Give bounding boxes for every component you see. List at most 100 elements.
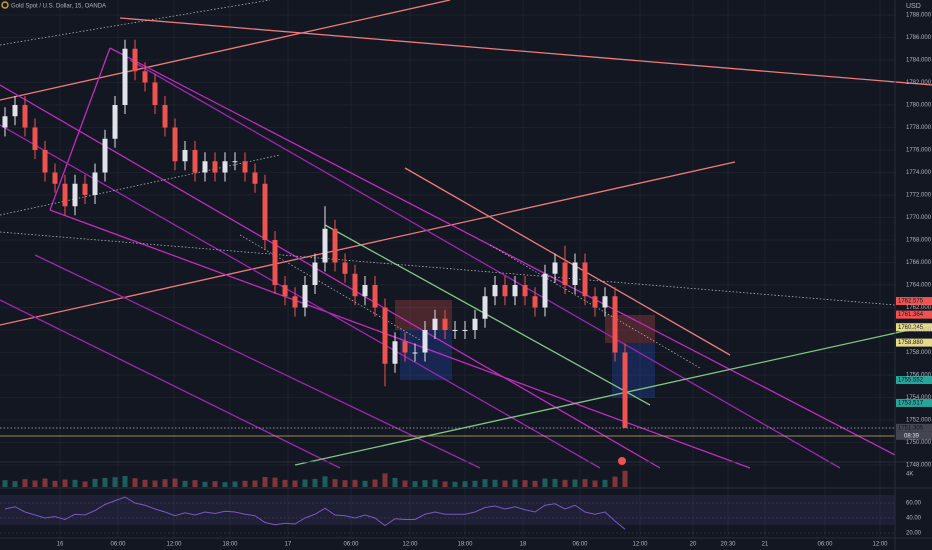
overlay: 1762.575 1761.364 1760.245 1758.880 1755.552… <box>896 297 932 440</box>
candle-body <box>582 262 588 297</box>
candle-body <box>552 262 558 274</box>
pitchfork <box>0 84 661 469</box>
symbol-icon <box>1 1 9 9</box>
candle-body <box>302 285 308 308</box>
rsi-tick-label: 20.00 <box>906 531 922 537</box>
y-tick-label: 1786.000 <box>906 35 932 41</box>
volume-bar <box>392 477 398 487</box>
volume-bar <box>2 480 8 487</box>
candle-body <box>562 262 568 285</box>
volume-bar <box>472 480 478 487</box>
x-tick-label: 18 <box>520 542 527 548</box>
trendline <box>404 167 731 356</box>
volume-bar <box>302 479 308 487</box>
y-tick-label: 1758.000 <box>906 350 932 356</box>
rsi-tick-label: 60.00 <box>906 501 922 507</box>
volume-bar <box>502 480 508 487</box>
candle-body <box>202 161 208 173</box>
candle-body <box>2 116 8 128</box>
volume-bar <box>432 479 438 487</box>
candle-body <box>172 127 178 162</box>
price-tag <box>896 310 932 319</box>
candle-body <box>152 82 158 105</box>
volume-bar <box>32 480 38 487</box>
price-tag <box>896 297 932 306</box>
pitchfork <box>129 59 841 469</box>
candle-body <box>142 71 148 83</box>
target-zone <box>612 343 655 398</box>
rsi-tick-label: 40.00 <box>906 516 922 522</box>
x-tick-label: 12:00 <box>402 542 418 548</box>
candle-body <box>212 161 218 173</box>
volume-bar <box>572 479 578 487</box>
chart-title: Gold Spot / U.S. Dollar, 15, OANDA <box>11 4 106 10</box>
volume-bar <box>252 480 258 487</box>
volume-bar <box>352 479 358 487</box>
x-tick-label: 12:00 <box>166 542 182 548</box>
candle-body <box>12 105 18 117</box>
candle-body <box>432 318 438 330</box>
candle-body <box>422 330 428 353</box>
y-tick-label: 1764.000 <box>906 283 932 289</box>
candle-body <box>182 150 188 162</box>
pitchfork <box>49 209 751 469</box>
y-tick-label: 1762.000 <box>906 305 932 311</box>
rsi-line <box>4 496 626 530</box>
x-tick-label: 06:00 <box>343 542 359 548</box>
volume-bar <box>512 479 518 487</box>
volume-bar <box>322 476 328 487</box>
y-tick-label: 1748.000 <box>906 463 932 469</box>
pitchfork <box>109 47 896 456</box>
y-tick-label: 1766.000 <box>906 260 932 266</box>
volume-bar <box>582 479 588 487</box>
volume-bar <box>622 470 628 487</box>
y-tick-label: 1778.000 <box>906 125 932 131</box>
volume-bar <box>442 481 448 487</box>
x-tick-label: 20 <box>690 542 697 548</box>
volume-bar <box>212 481 218 487</box>
trendline <box>294 324 932 466</box>
y-tick-label: 1772.000 <box>906 193 932 199</box>
volume-bar <box>272 477 278 487</box>
candle-body <box>42 150 48 173</box>
volume-bar <box>542 478 548 487</box>
dotted-line <box>0 0 271 46</box>
price-tag-label: 1758.880 <box>898 340 924 346</box>
candle-body <box>272 240 278 285</box>
volume-bar <box>132 478 138 487</box>
candle-body <box>472 318 478 330</box>
candle-body <box>102 138 108 173</box>
candle-body <box>382 307 388 364</box>
candle-body <box>72 183 78 207</box>
volume-bar <box>552 478 558 487</box>
volume-bar <box>102 477 108 487</box>
x-tick-label: 20:30 <box>720 542 736 548</box>
volume-bar <box>492 479 498 487</box>
event-icon[interactable] <box>618 457 626 465</box>
candle-body <box>542 273 548 308</box>
candle-body <box>622 352 628 428</box>
candle-body <box>592 296 598 308</box>
pitchfork <box>34 254 481 469</box>
volume-bar <box>382 473 388 487</box>
y-tick-label: 1782.000 <box>906 80 932 86</box>
volume-bar <box>82 481 88 487</box>
volume-bar <box>52 480 58 487</box>
volume-bar <box>152 480 158 487</box>
price-tag <box>896 398 932 407</box>
volume-bar <box>202 481 208 487</box>
y-tick-label: 1756.000 <box>906 373 932 379</box>
trendline <box>0 0 451 101</box>
candle-body <box>612 296 618 353</box>
volume-bar <box>362 480 368 487</box>
candle-body <box>492 285 498 297</box>
volume-bar <box>292 480 298 487</box>
candle-body <box>52 172 58 184</box>
volume-bar <box>592 480 598 487</box>
candle-body <box>572 262 578 285</box>
price-tag <box>896 376 932 385</box>
y-tick-label: 1784.000 <box>906 58 932 64</box>
candle-body <box>122 48 128 105</box>
volume-bar <box>112 477 118 487</box>
y-tick-label: 1776.000 <box>906 148 932 154</box>
